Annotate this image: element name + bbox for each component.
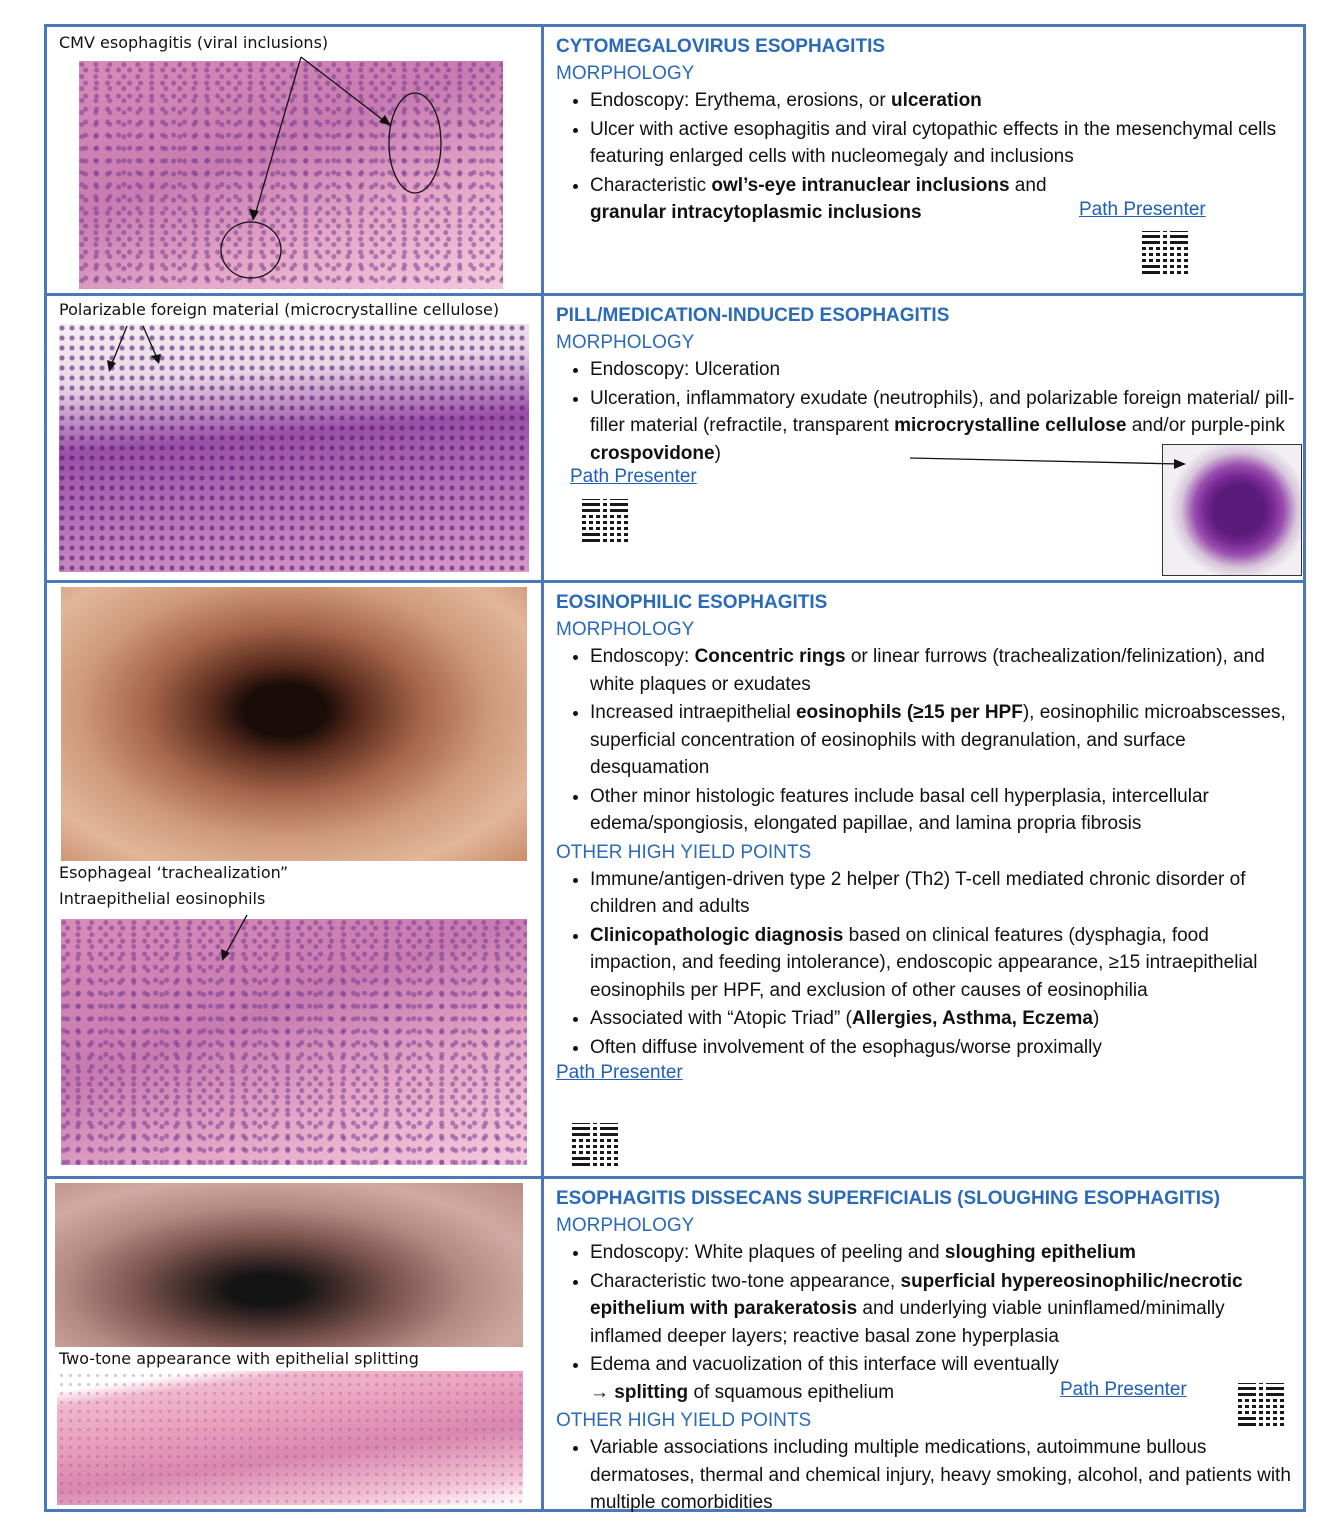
cmv-caption: CMV esophagitis (viral inclusions)	[59, 33, 329, 52]
eoe-qr-code[interactable]	[572, 1123, 618, 1169]
eoe-title: EOSINOPHILIC ESOPHAGITIS	[556, 592, 828, 613]
cmv-image-panel: CMV esophagitis (viral inclusions)	[47, 27, 541, 293]
list-item: Endoscopy: Erythema, erosions, or ulcera…	[590, 87, 1295, 115]
sloughing-morphology-list: Endoscopy: White plaques of peeling and …	[556, 1239, 1295, 1406]
list-item: Ulceration, inflammatory exudate (neutro…	[590, 385, 1295, 468]
eoe-histology-image	[61, 919, 527, 1165]
list-item: Immune/antigen-driven type 2 helper (Th2…	[590, 866, 1295, 921]
cmv-qr-code[interactable]	[1142, 231, 1188, 277]
cmv-text-panel: CYTOMEGALOVIRUS ESOPHAGITIS MORPHOLOGY E…	[541, 27, 1303, 293]
list-item: Characteristic two-tone appearance, supe…	[590, 1268, 1295, 1351]
pill-morphology-list: Endoscopy: Ulceration Ulceration, inflam…	[556, 356, 1295, 467]
list-item: Edema and vacuolization of this interfac…	[590, 1351, 1060, 1406]
pill-caption: Polarizable foreign material (microcryst…	[59, 300, 500, 319]
list-item: Often diffuse involvement of the esophag…	[590, 1034, 1295, 1062]
eoe-text-panel: EOSINOPHILIC ESOPHAGITIS MORPHOLOGY Endo…	[541, 583, 1303, 1176]
list-item: Variable associations including multiple…	[590, 1434, 1295, 1517]
row-eoe: Esophageal ‘trachealization” Intraepithe…	[47, 580, 1303, 1176]
list-item: Characteristic owl’s-eye intranuclear in…	[590, 172, 1090, 227]
sloughing-qr-code[interactable]	[1238, 1383, 1284, 1429]
pill-title: PILL/MEDICATION-INDUCED ESOPHAGITIS	[556, 305, 950, 326]
cmv-title: CYTOMEGALOVIRUS ESOPHAGITIS	[556, 36, 886, 57]
list-item: Endoscopy: White plaques of peeling and …	[590, 1239, 1295, 1267]
sloughing-path-presenter-link[interactable]: Path Presenter	[1060, 1379, 1187, 1400]
eoe-other-heading: OTHER HIGH YIELD POINTS	[556, 841, 812, 863]
sloughing-morphology-heading: MORPHOLOGY	[556, 1215, 695, 1236]
pill-image-panel: Polarizable foreign material (microcryst…	[47, 296, 541, 580]
row-pill: Polarizable foreign material (microcryst…	[47, 293, 1303, 580]
crospovidone-inset-image	[1162, 444, 1302, 576]
cmv-morphology-list: Endoscopy: Erythema, erosions, or ulcera…	[556, 87, 1295, 227]
list-item: Endoscopy: Ulceration	[590, 356, 1295, 384]
sloughing-histology-image	[57, 1371, 523, 1505]
eoe-caption-eosinophils: Intraepithelial eosinophils	[59, 889, 266, 908]
eoe-other-list: Immune/antigen-driven type 2 helper (Th2…	[556, 866, 1295, 1062]
list-item: Increased intraepithelial eosinophils (≥…	[590, 699, 1295, 782]
list-item: Associated with “Atopic Triad” (Allergie…	[590, 1005, 1295, 1033]
row-cmv: CMV esophagitis (viral inclusions) CYTOM…	[47, 27, 1303, 293]
row-sloughing: Two-tone appearance with epithelial spli…	[47, 1176, 1303, 1513]
sloughing-other-heading: OTHER HIGH YIELD POINTS	[556, 1410, 812, 1431]
eoe-path-presenter-link[interactable]: Path Presenter	[556, 1062, 683, 1083]
sloughing-title: ESOPHAGITIS DISSECANS SUPERFICIALIS (SLO…	[556, 1188, 1221, 1209]
eoe-morphology-list: Endoscopy: Concentric rings or linear fu…	[556, 643, 1295, 838]
page-frame: CMV esophagitis (viral inclusions) CYTOM…	[44, 24, 1306, 1513]
pill-histology-image	[59, 324, 529, 572]
list-item: Clinicopathologic diagnosis based on cli…	[590, 922, 1295, 1005]
cmv-histology-image	[79, 61, 503, 289]
list-item: Ulcer with active esophagitis and viral …	[590, 116, 1295, 171]
sloughing-text-panel: ESOPHAGITIS DISSECANS SUPERFICIALIS (SLO…	[541, 1179, 1303, 1513]
sloughing-caption: Two-tone appearance with epithelial spli…	[59, 1349, 419, 1368]
list-item: Endoscopy: Concentric rings or linear fu…	[590, 643, 1295, 698]
sloughing-endoscopy-image	[55, 1183, 523, 1347]
sloughing-image-panel: Two-tone appearance with epithelial spli…	[47, 1179, 541, 1509]
cmv-morphology-heading: MORPHOLOGY	[556, 63, 695, 84]
list-item: Other minor histologic features include …	[590, 783, 1295, 838]
pill-morphology-heading: MORPHOLOGY	[556, 332, 695, 353]
sloughing-other-list: Variable associations including multiple…	[556, 1434, 1295, 1517]
eoe-image-panel: Esophageal ‘trachealization” Intraepithe…	[47, 583, 541, 1176]
eoe-endoscopy-image	[61, 587, 527, 861]
cmv-path-presenter-link[interactable]: Path Presenter	[1079, 199, 1206, 220]
pill-text-panel: PILL/MEDICATION-INDUCED ESOPHAGITIS MORP…	[541, 296, 1303, 580]
pill-path-presenter-link[interactable]: Path Presenter	[570, 466, 697, 487]
eoe-morphology-heading: MORPHOLOGY	[556, 619, 695, 640]
eoe-caption-trachealization: Esophageal ‘trachealization”	[59, 863, 289, 882]
pill-qr-code[interactable]	[582, 499, 628, 545]
